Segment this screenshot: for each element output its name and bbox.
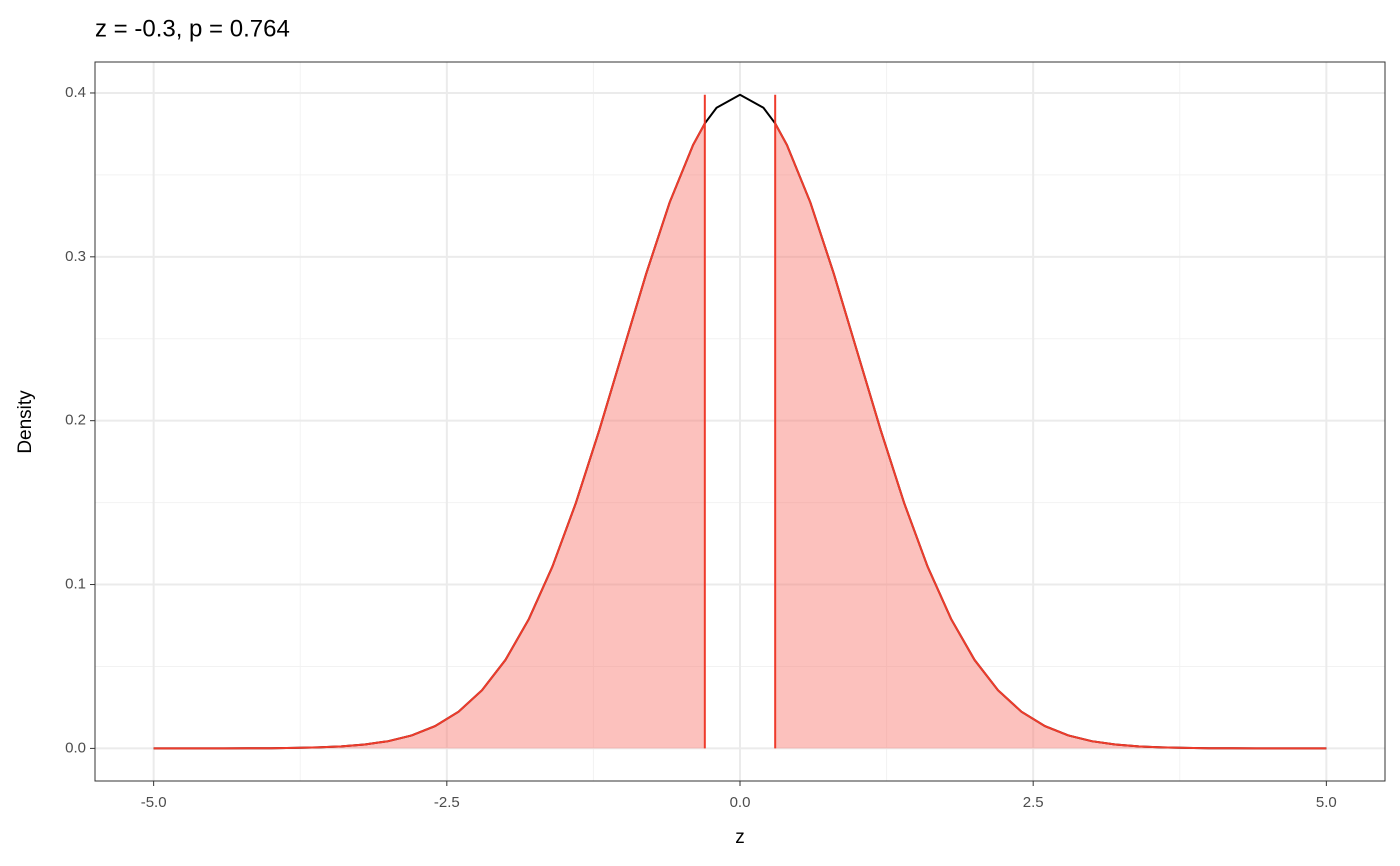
x-tick-label: -2.5 [434,794,460,811]
x-tick-label: 0.0 [730,794,751,811]
x-tick-label: 2.5 [1023,794,1044,811]
y-axis-label: Density [15,390,36,454]
y-tick-label: 0.3 [65,248,86,265]
x-tick-label: -5.0 [141,794,167,811]
y-tick-label: 0.2 [65,412,86,429]
y-tick-label: 0.4 [65,84,86,101]
tail-line [153,122,706,750]
y-tick-label: 0.1 [65,576,86,593]
x-tick-label: 5.0 [1316,794,1337,811]
chart-title: z = -0.3, p = 0.764 [95,15,290,42]
panel-border [94,61,1386,782]
y-tick-label: 0.0 [65,739,86,756]
shaded-area [775,123,1327,749]
x-axis-label: z [735,827,745,848]
tail-line [774,122,1327,750]
shaded-area [153,123,705,749]
